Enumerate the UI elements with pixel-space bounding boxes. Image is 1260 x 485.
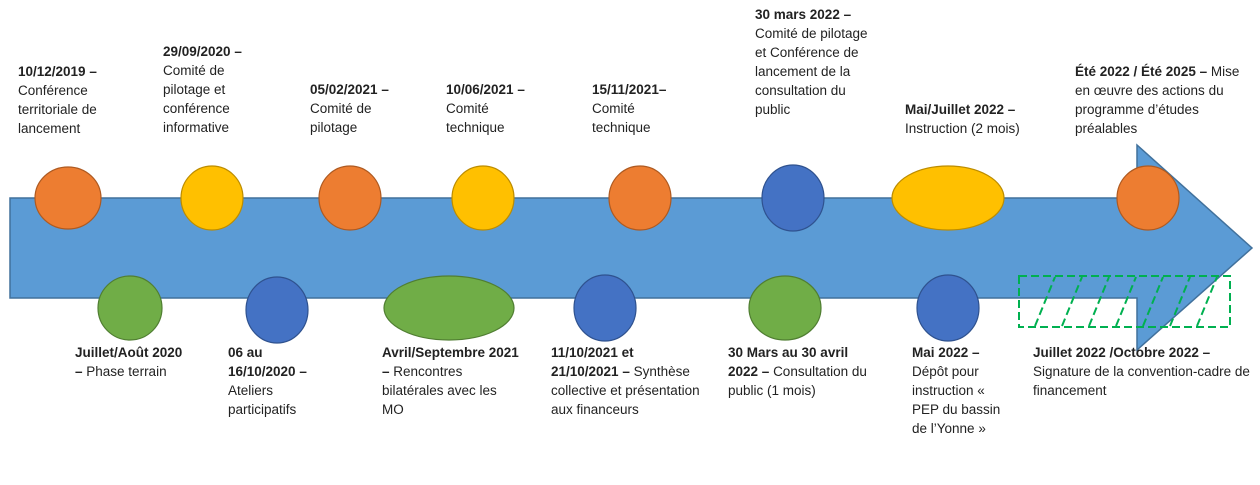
event-text: Consultation du public (1 mois)	[728, 364, 867, 398]
event-date: 05/02/2021 –	[310, 82, 389, 97]
event-text: Comité de pilotage et conférence informa…	[163, 63, 230, 135]
event-date: Été 2022 / Été 2025 –	[1075, 64, 1208, 79]
event-text: Comité de pilotage et Conférence de lanc…	[755, 26, 868, 117]
event-date: 10/12/2019 –	[18, 64, 97, 79]
event-date: 15/11/2021–	[592, 82, 667, 97]
event-date: 30 Mars au 30 avril 2022 –	[728, 345, 849, 379]
marker	[383, 275, 515, 341]
top-markers	[34, 164, 1180, 232]
event-text: Comité technique	[446, 101, 505, 135]
event-label: 30 Mars au 30 avril 2022 – Consultation …	[728, 343, 868, 400]
event-text: Phase terrain	[86, 364, 167, 379]
event-date: Avril/Septembre 2021 –	[382, 345, 519, 379]
marker	[34, 166, 102, 230]
marker	[573, 274, 637, 342]
event-text: Dépôt pour instruction « PEP du bassin d…	[912, 364, 1001, 436]
event-label: 15/11/2021– Comité technique	[592, 80, 697, 137]
event-label: 05/02/2021 – Comité de pilotage	[310, 80, 410, 137]
event-date: Mai/Juillet 2022 –	[905, 102, 1016, 117]
event-date: 29/09/2020 –	[163, 44, 242, 59]
event-text: Synthèse collective et présentation aux …	[551, 364, 700, 417]
marker	[748, 275, 822, 341]
event-date: Mai 2022 –	[912, 345, 980, 360]
marker	[916, 274, 980, 342]
marker	[891, 165, 1005, 231]
event-label: Mai/Juillet 2022 – Instruction (2 mois)	[905, 100, 1065, 138]
event-text: Rencontres bilatérales avec les MO	[382, 364, 497, 417]
event-label: 10/06/2021 – Comité technique	[446, 80, 551, 137]
event-label: Été 2022 / Été 2025 – Mise en œuvre des …	[1075, 62, 1250, 138]
marker	[180, 165, 244, 231]
event-text: Signature de la convention-cadre de fina…	[1033, 364, 1250, 398]
event-text: Comité technique	[592, 101, 651, 135]
event-label: 30 mars 2022 – Comité de pilotage et Con…	[755, 5, 877, 119]
marker	[1116, 165, 1180, 231]
event-text: Instruction (2 mois)	[905, 121, 1020, 136]
event-text: Ateliers participatifs	[228, 383, 297, 417]
event-date: 06 au 16/10/2020 –	[228, 345, 307, 379]
bottom-markers	[97, 274, 1231, 344]
event-date: Juillet/Août 2020 –	[75, 345, 183, 379]
event-label: Mai 2022 – Dépôt pour instruction « PEP …	[912, 343, 1010, 438]
event-label: Avril/Septembre 2021 – Rencontres bilaté…	[382, 343, 522, 419]
event-label: 29/09/2020 – Comité de pilotage et confé…	[163, 42, 273, 137]
event-text: Comité de pilotage	[310, 101, 372, 135]
event-date: 30 mars 2022 –	[755, 7, 852, 22]
hatch	[1034, 276, 1218, 327]
event-date: 10/06/2021 –	[446, 82, 525, 97]
event-label: Juillet/Août 2020 – Phase terrain	[75, 343, 183, 381]
event-text: Conférence territoriale de lancement	[18, 83, 97, 136]
marker	[97, 275, 163, 341]
event-text: Mise en œuvre des actions du programme d…	[1075, 64, 1240, 136]
marker	[761, 164, 825, 232]
event-label: 11/10/2021 et 21/10/2021 – Synthèse coll…	[551, 343, 701, 419]
event-date: Juillet 2022 /Octobre 2022 –	[1033, 345, 1211, 360]
event-label: 10/12/2019 – Conférence territoriale de …	[18, 62, 128, 138]
marker	[245, 276, 309, 344]
event-label: Juillet 2022 /Octobre 2022 – Signature d…	[1033, 343, 1253, 400]
marker	[318, 165, 382, 231]
event-date: 11/10/2021 et 21/10/2021 –	[551, 345, 634, 379]
event-label: 06 au 16/10/2020 – Ateliers participatif…	[228, 343, 333, 419]
hatched-marker	[1018, 275, 1231, 328]
marker	[451, 165, 515, 231]
marker	[608, 165, 672, 231]
